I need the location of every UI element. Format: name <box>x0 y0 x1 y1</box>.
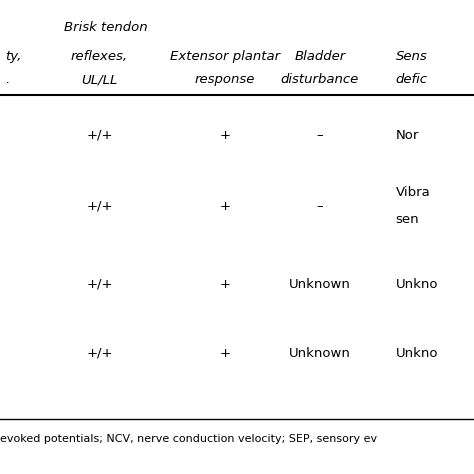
Text: +/+: +/+ <box>86 128 113 142</box>
Text: –: – <box>317 200 323 213</box>
Text: response: response <box>195 73 255 86</box>
Text: Unkno: Unkno <box>396 278 438 291</box>
Text: disturbance: disturbance <box>281 73 359 86</box>
Text: Vibra: Vibra <box>396 186 430 200</box>
Text: +/+: +/+ <box>86 200 113 213</box>
Text: Sens: Sens <box>396 50 428 63</box>
Text: +/+: +/+ <box>86 346 113 360</box>
Text: –: – <box>317 128 323 142</box>
Text: Nor: Nor <box>396 128 419 142</box>
Text: .: . <box>5 73 9 86</box>
Text: reflexes,: reflexes, <box>71 50 128 63</box>
Text: +: + <box>219 346 231 360</box>
Text: +: + <box>219 278 231 291</box>
Text: Unknown: Unknown <box>289 346 351 360</box>
Text: sen: sen <box>396 213 419 226</box>
Text: Unknown: Unknown <box>289 278 351 291</box>
Text: +: + <box>219 200 231 213</box>
Text: Brisk tendon: Brisk tendon <box>64 21 147 34</box>
Text: evoked potentials; NCV, nerve conduction velocity; SEP, sensory ev: evoked potentials; NCV, nerve conduction… <box>0 434 377 444</box>
Text: Extensor plantar: Extensor plantar <box>170 50 280 63</box>
Text: ty,: ty, <box>5 50 21 63</box>
Text: +: + <box>219 128 231 142</box>
Text: UL/LL: UL/LL <box>82 73 118 86</box>
Text: +/+: +/+ <box>86 278 113 291</box>
Text: defic: defic <box>396 73 428 86</box>
Text: Unkno: Unkno <box>396 346 438 360</box>
Text: Bladder: Bladder <box>294 50 346 63</box>
